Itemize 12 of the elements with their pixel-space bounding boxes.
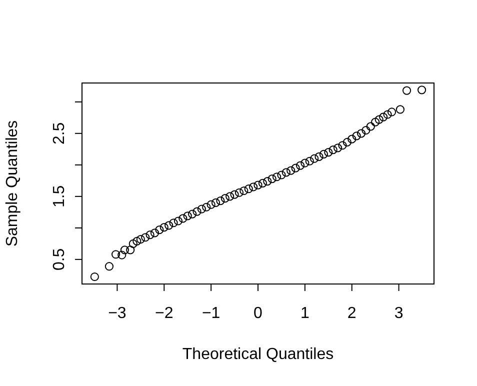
x-tick-label: −2 — [155, 305, 174, 322]
y-tick-label: 0.5 — [51, 248, 68, 271]
x-tick-label: 1 — [300, 305, 310, 322]
y-axis-title: Sample Quantiles — [4, 120, 21, 247]
x-tick-label: −1 — [202, 305, 220, 322]
y-tick-label: 2.5 — [51, 122, 68, 145]
x-axis-title: Theoretical Quantiles — [182, 346, 334, 363]
x-tick-label: 3 — [394, 305, 404, 322]
x-tick-label: 0 — [254, 305, 263, 322]
y-tick-label: 1.5 — [51, 185, 68, 208]
x-tick-label: −3 — [108, 305, 126, 322]
x-tick-label: 2 — [347, 305, 356, 322]
